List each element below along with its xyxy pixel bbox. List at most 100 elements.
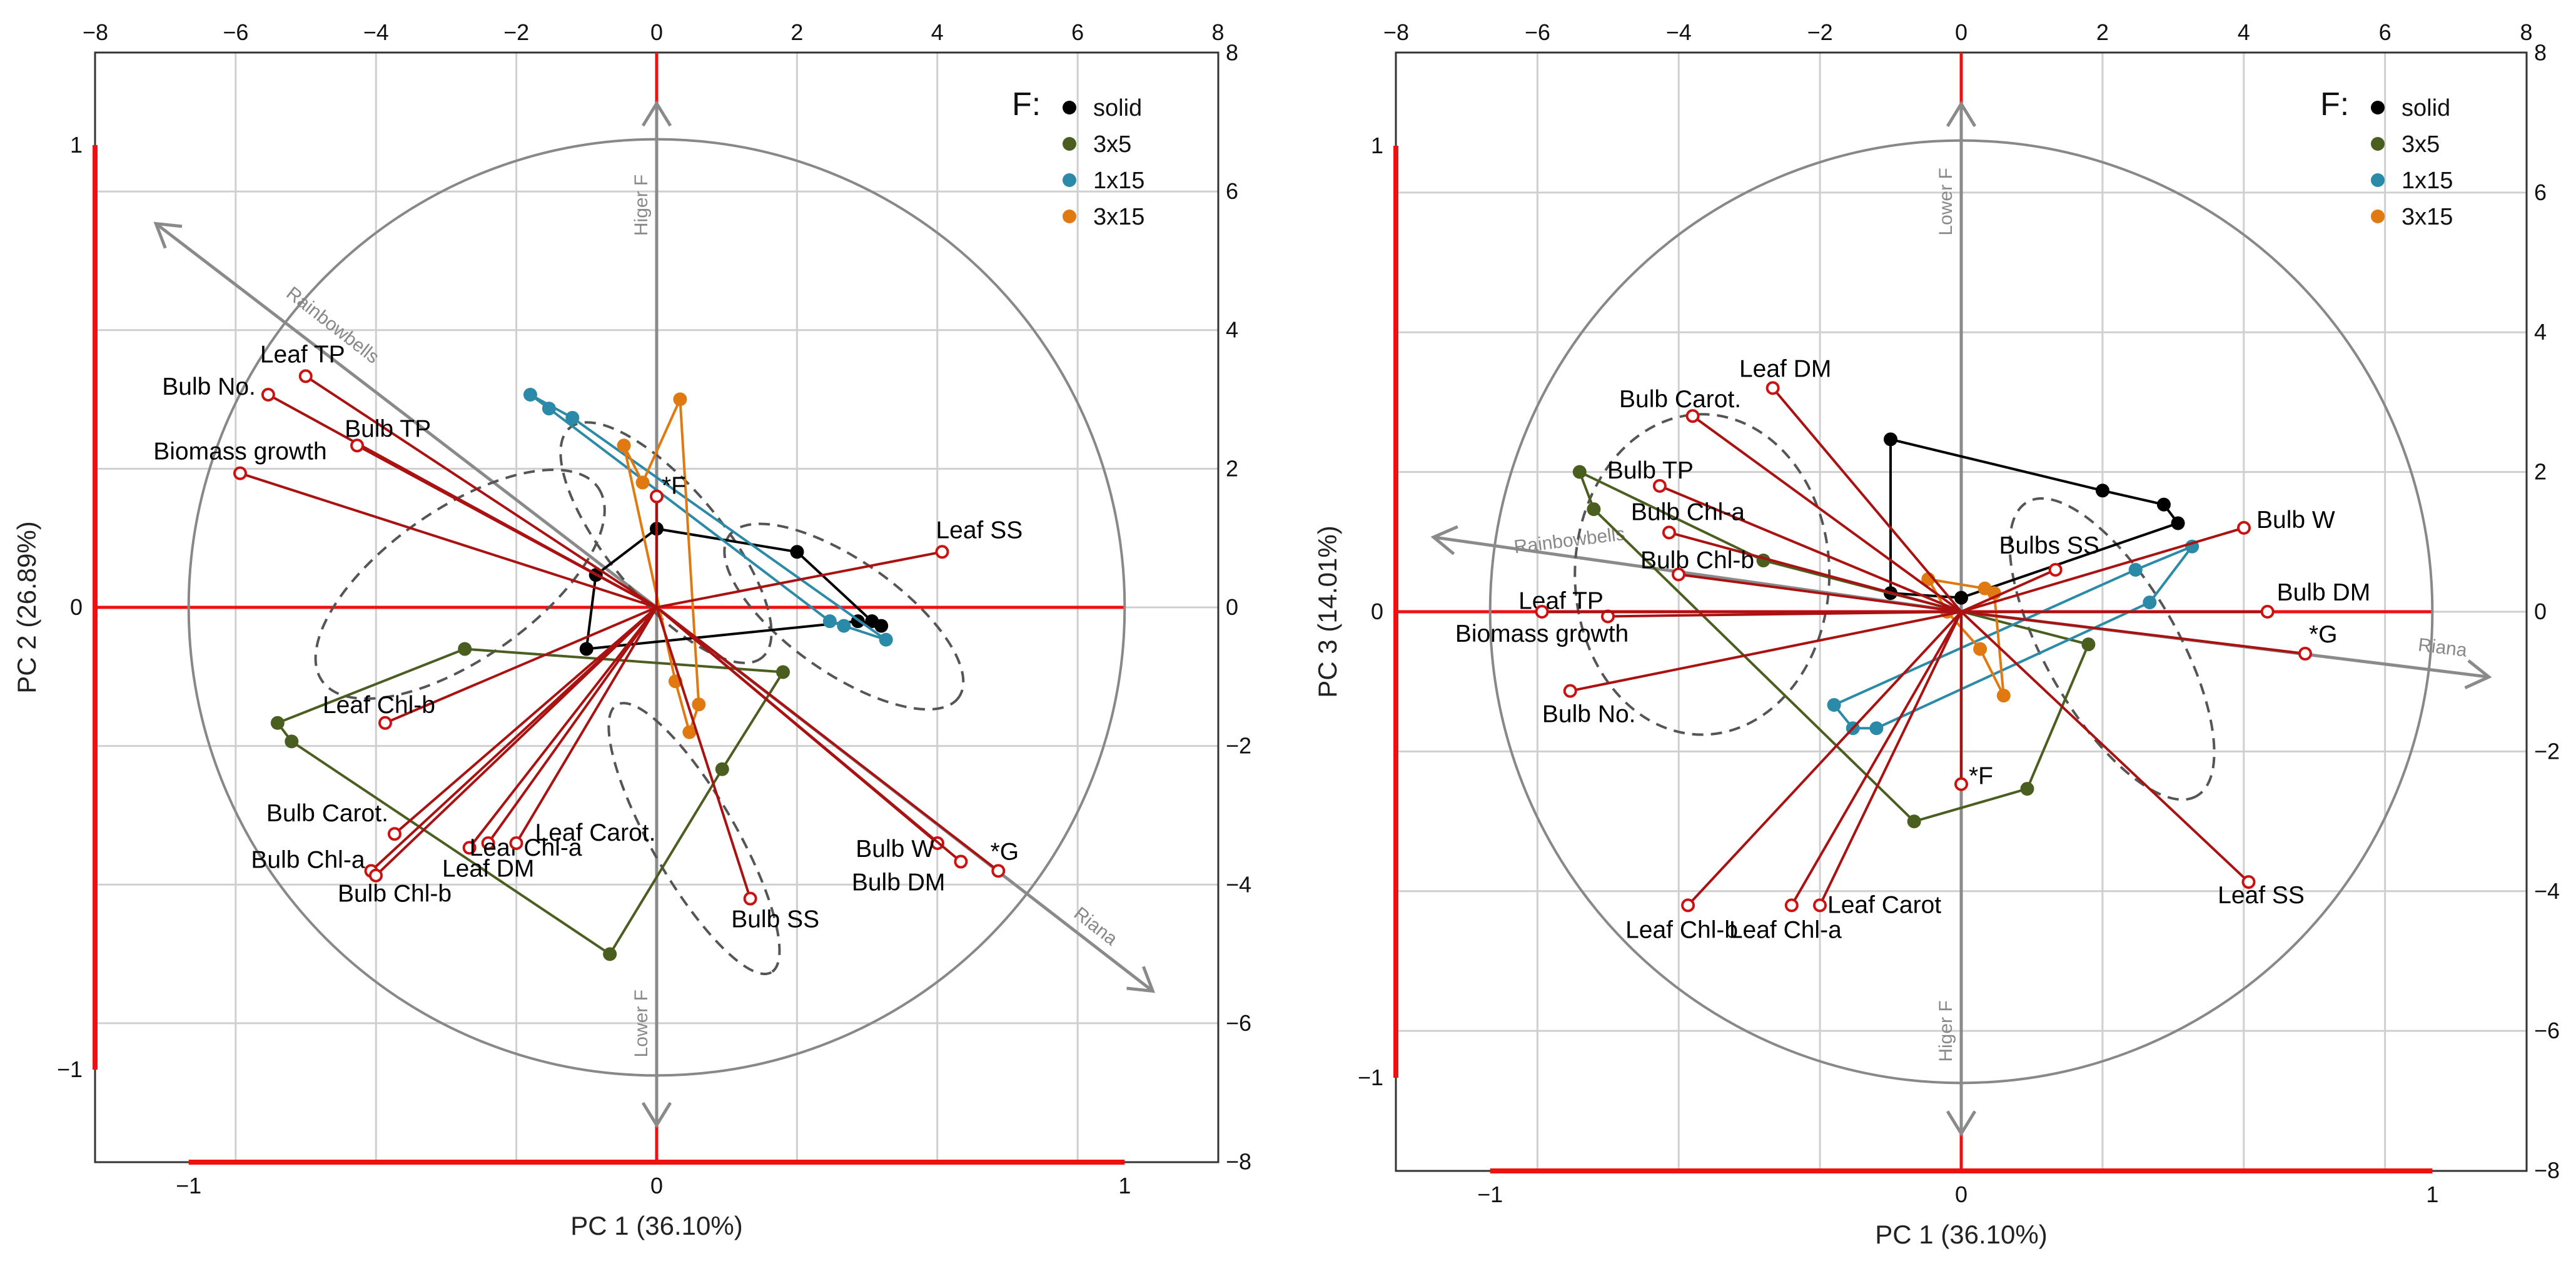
direction-arrowhead bbox=[1126, 966, 1156, 993]
point-3x5 bbox=[2020, 782, 2034, 796]
x-axis-title: PC 1 (36.10%) bbox=[570, 1211, 742, 1240]
loading-marker bbox=[2048, 562, 2063, 577]
top-tick-label: −2 bbox=[1807, 19, 1833, 45]
variable-label: Bulb TP bbox=[345, 415, 431, 442]
top-tick-label: 4 bbox=[931, 19, 944, 45]
direction-label: Lower F bbox=[631, 990, 652, 1057]
variable-label: Bulb No. bbox=[1542, 701, 1636, 728]
point-3x5 bbox=[776, 665, 790, 679]
variable-label: Biomass growth bbox=[1455, 620, 1629, 647]
x-tick-label: −1 bbox=[176, 1173, 201, 1198]
legend-label-3x15: 3x15 bbox=[2402, 204, 2453, 230]
variable-label: Leaf SS bbox=[936, 517, 1023, 544]
point-1x15 bbox=[565, 410, 580, 425]
point-3x5 bbox=[603, 947, 617, 961]
top-tick-label: −8 bbox=[1383, 19, 1409, 45]
legend-marker-1x15 bbox=[2371, 173, 2385, 187]
hull-3x15 bbox=[622, 398, 700, 737]
legend-label-solid: solid bbox=[1093, 95, 1142, 121]
loading-line bbox=[1772, 387, 1962, 613]
x-tick-label: −1 bbox=[1477, 1182, 1503, 1207]
direction-arrowhead bbox=[641, 1101, 672, 1128]
loading-marker bbox=[261, 387, 275, 402]
right-tick-label: −6 bbox=[2534, 1018, 2560, 1043]
loading-marker bbox=[2241, 875, 2256, 889]
right-tick-label: −4 bbox=[2534, 878, 2560, 904]
loading-marker bbox=[2237, 520, 2251, 535]
loading-line bbox=[655, 606, 999, 872]
top-tick-label: 6 bbox=[2379, 19, 2392, 45]
top-tick-label: 6 bbox=[1071, 19, 1084, 45]
loading-line bbox=[240, 472, 657, 609]
loading-line bbox=[468, 606, 658, 849]
loading-marker bbox=[481, 836, 495, 850]
variable-label: Bulb SS bbox=[731, 906, 819, 933]
variable-label: Leaf Chl-b bbox=[1625, 916, 1738, 943]
loading-line bbox=[385, 606, 657, 724]
loading-marker bbox=[1784, 898, 1799, 913]
variable-label: Leaf TP bbox=[260, 341, 345, 368]
point-3x5 bbox=[2081, 637, 2096, 652]
x-tick-label: 0 bbox=[650, 1173, 663, 1198]
loading-line bbox=[1960, 610, 2250, 883]
legend-label-1x15: 1x15 bbox=[2402, 168, 2453, 194]
loading-line bbox=[1819, 611, 1962, 906]
right-tick-label: −6 bbox=[1226, 1010, 1251, 1036]
legend-marker-solid bbox=[2371, 101, 2385, 114]
x-tick-label: 1 bbox=[2426, 1182, 2438, 1207]
variable-label: Bulb Chl-b bbox=[338, 881, 452, 908]
loading-line bbox=[375, 606, 658, 877]
point-3x5 bbox=[1587, 502, 1601, 517]
loading-marker bbox=[935, 545, 949, 559]
right-tick-label: 0 bbox=[1226, 594, 1238, 620]
top-tick-label: 2 bbox=[790, 19, 803, 45]
right-tick-label: 6 bbox=[2534, 180, 2547, 205]
variable-label: Bulb TP bbox=[1607, 457, 1694, 484]
point-3x5 bbox=[458, 642, 472, 656]
loading-marker bbox=[1813, 898, 1827, 913]
point-solid bbox=[790, 545, 804, 559]
hull-1x15 bbox=[529, 393, 887, 641]
variable-label: Leaf Chl-b bbox=[323, 692, 435, 719]
loading-marker bbox=[2260, 605, 2275, 619]
biplot-pc1-pc3: Rainbowbells Riana Lower F Higer F Leaf DM Bu… bbox=[1313, 19, 2560, 1249]
point-3x5 bbox=[1572, 465, 1587, 479]
variable-label: Bulb DM bbox=[2277, 579, 2371, 606]
x-axis-title: PC 1 (36.10%) bbox=[1875, 1220, 2047, 1249]
group-ellipse bbox=[2008, 497, 2216, 801]
legend-marker-3x15 bbox=[2371, 210, 2385, 223]
loading-marker bbox=[1765, 381, 1780, 395]
right-tick-label: 4 bbox=[1226, 317, 1238, 343]
loading-line bbox=[655, 606, 962, 863]
point-solid bbox=[1954, 590, 1968, 605]
point-3x15 bbox=[673, 392, 687, 407]
point-3x15 bbox=[617, 438, 631, 453]
direction-arrowhead bbox=[2464, 659, 2492, 689]
point-3x15 bbox=[1973, 642, 1988, 656]
y-tick-label: 1 bbox=[70, 132, 83, 158]
loading-line bbox=[656, 550, 942, 609]
loading-line bbox=[1659, 485, 1962, 613]
loading-marker bbox=[1563, 684, 1577, 698]
point-solid bbox=[2096, 484, 2109, 498]
variable-label: Bulbs SS bbox=[1999, 532, 2099, 559]
legend-marker-1x15 bbox=[1063, 173, 1076, 187]
variable-label: Bulb W bbox=[856, 836, 934, 863]
loading-line bbox=[393, 606, 658, 835]
loading-line bbox=[1692, 415, 1962, 613]
top-tick-label: −6 bbox=[223, 19, 248, 45]
right-tick-label: −2 bbox=[2534, 738, 2560, 764]
direction-arrowhead bbox=[1946, 101, 1977, 128]
variable-label: Leaf SS bbox=[2218, 882, 2305, 909]
loading-marker bbox=[1662, 525, 1676, 540]
top-tick-label: 2 bbox=[2096, 19, 2109, 45]
right-tick-label: 6 bbox=[1226, 178, 1238, 204]
point-3x15 bbox=[682, 725, 697, 739]
point-1x15 bbox=[2128, 562, 2143, 577]
right-tick-label: 8 bbox=[2534, 39, 2547, 65]
legend-label-solid: solid bbox=[2402, 95, 2450, 121]
variable-label: *G bbox=[2309, 621, 2338, 648]
variable-label: Bulb W bbox=[2256, 507, 2335, 534]
variable-label: Bulb Carot. bbox=[266, 800, 388, 827]
